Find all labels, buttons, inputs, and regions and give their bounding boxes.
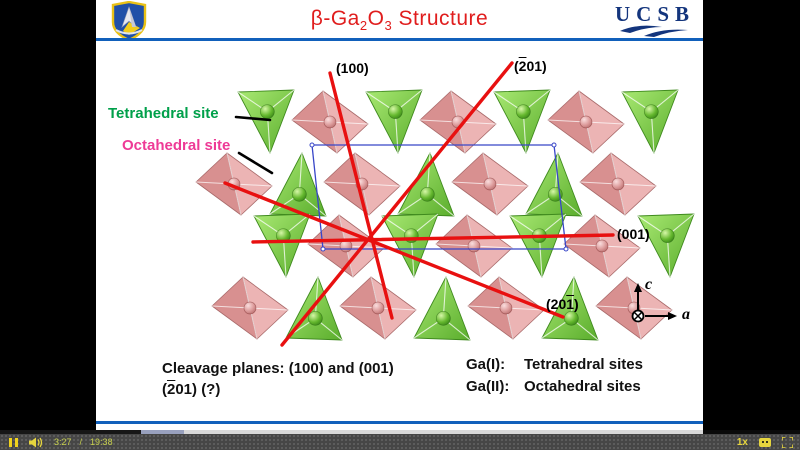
slide: β-Ga2O3 Structure UCSB (96, 0, 703, 430)
cleavage-line-1: Cleavage planes: (100) and (001) (162, 360, 394, 377)
polyhedra-lattice (195, 89, 695, 341)
slide-title: β-Ga2O3 Structure (310, 7, 489, 34)
plane-label-m201: (201) (514, 58, 547, 74)
cleavage-line-001 (251, 233, 615, 244)
time-separator: / (79, 437, 83, 447)
current-time: 3:27 (54, 437, 72, 447)
fullscreen-icon[interactable] (782, 436, 793, 448)
label-pointers (234, 115, 274, 175)
cleavage-line-201m (223, 181, 565, 319)
playback-speed-button[interactable]: 1x (736, 436, 748, 448)
cleavage-line-m201 (280, 61, 514, 347)
ga2-row: Ga(II): Octahedral sites (466, 378, 641, 395)
speaker-icon[interactable] (29, 437, 43, 448)
ga-site-notes: Ga(I): Tetrahedral sites Ga(II): Octahedra… (466, 354, 643, 398)
duration: 19:38 (90, 437, 113, 447)
ucsb-logo: UCSB (611, 3, 699, 43)
unit-cell-outline (309, 142, 569, 252)
time-display: 3:27 / 19:38 (54, 437, 113, 447)
ucsb-waves-icon (620, 25, 688, 37)
cleavage-line-2: (201) (?) (162, 381, 221, 398)
crystal-axes (631, 283, 677, 323)
left-letterbox (0, 0, 96, 430)
octahedral-site-label: Octahedral site (122, 137, 231, 154)
cleavage-line-100 (328, 71, 394, 320)
progress-remaining (184, 430, 703, 434)
right-letterbox (703, 0, 800, 430)
ga1-row: Ga(I): Tetrahedral sites (466, 356, 643, 373)
header-divider (96, 38, 703, 41)
pause-button[interactable] (9, 437, 18, 447)
axis-label-a: a (682, 306, 690, 323)
plane-label-001: (001) (617, 226, 650, 242)
progress-bar[interactable] (0, 430, 800, 434)
progress-played (0, 430, 141, 434)
cleavage-plane-lines (223, 61, 615, 347)
footer-divider (96, 421, 703, 424)
plane-label-201m: (201) (546, 296, 579, 312)
plane-label-100: (100) (336, 60, 369, 76)
player-control-bar: 3:27 / 19:38 1x (0, 434, 800, 450)
keyboard-icon[interactable] (759, 437, 771, 447)
crystal-structure-figure (195, 61, 695, 347)
cleavage-notes: Cleavage planes: (100) and (001) (201) (… (162, 358, 394, 400)
progress-buffered (141, 430, 184, 434)
axis-label-c: c (645, 276, 653, 293)
ucsb-wordmark: UCSB (614, 2, 696, 26)
tetrahedral-site-label: Tetrahedral site (108, 105, 219, 122)
